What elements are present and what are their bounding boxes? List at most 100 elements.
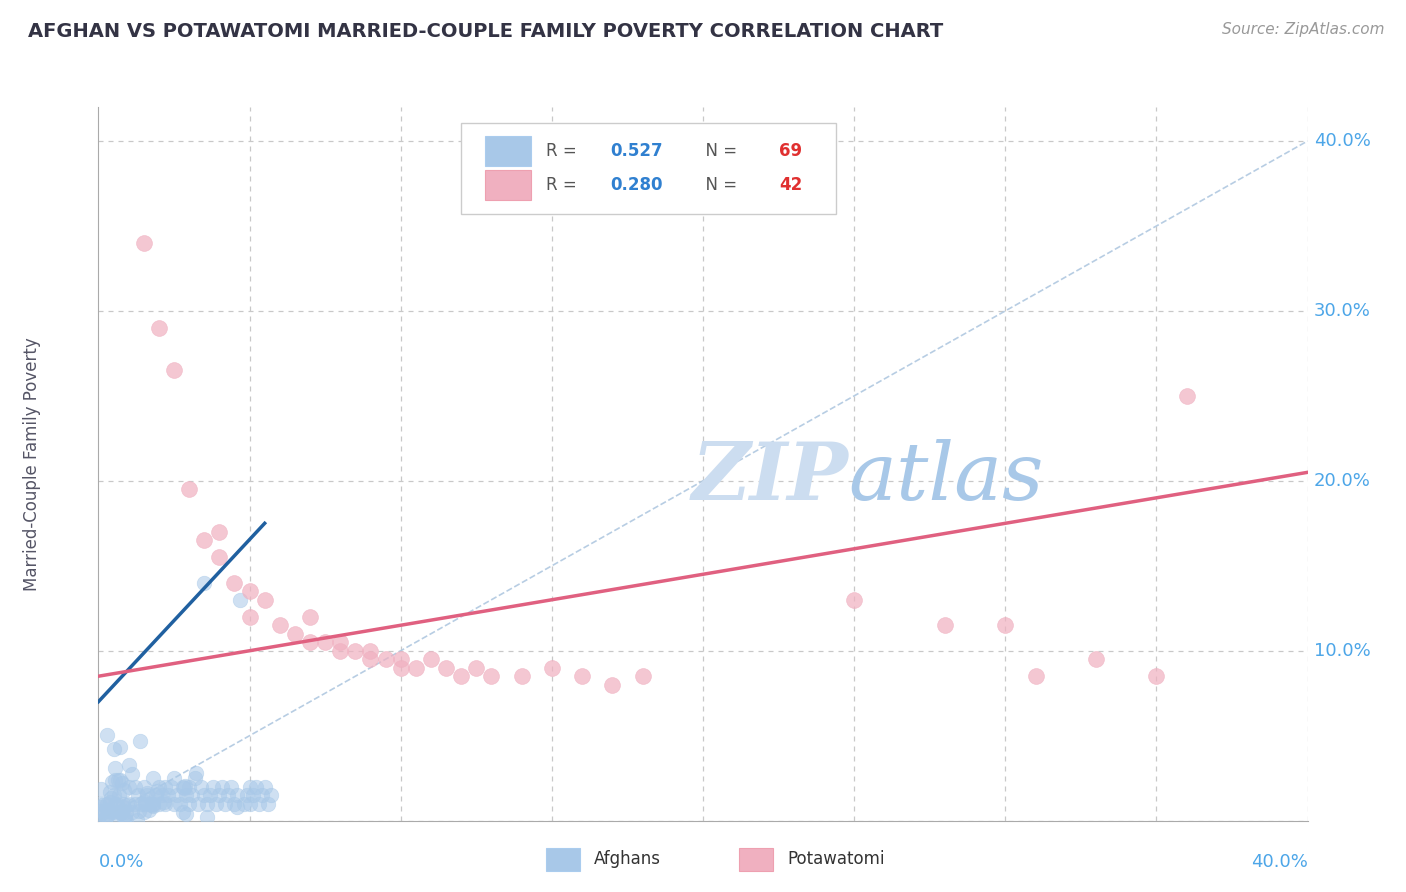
Point bbox=[177, 483, 201, 497]
Point bbox=[110, 772, 132, 787]
Text: atlas: atlas bbox=[848, 440, 1043, 516]
Point bbox=[87, 814, 110, 828]
Point bbox=[96, 809, 118, 823]
Point bbox=[205, 797, 228, 811]
Point bbox=[226, 788, 249, 802]
Point bbox=[202, 780, 225, 794]
Point bbox=[110, 805, 132, 819]
Point bbox=[104, 812, 127, 826]
Point bbox=[256, 797, 278, 811]
Point bbox=[190, 780, 212, 794]
Point bbox=[540, 661, 562, 675]
Point bbox=[602, 678, 624, 692]
Point bbox=[184, 765, 207, 780]
Point bbox=[111, 797, 134, 811]
Point bbox=[103, 788, 125, 802]
Point bbox=[121, 805, 143, 819]
Point bbox=[174, 788, 197, 802]
Point bbox=[172, 805, 194, 819]
Point bbox=[132, 780, 155, 794]
Point bbox=[90, 814, 112, 828]
Point bbox=[260, 788, 283, 802]
Point bbox=[208, 788, 231, 802]
Text: 0.0%: 0.0% bbox=[98, 853, 143, 871]
Point bbox=[127, 788, 149, 802]
Point bbox=[121, 766, 143, 780]
Point bbox=[193, 575, 215, 590]
Point bbox=[111, 775, 134, 789]
Point bbox=[142, 797, 165, 811]
Point bbox=[1024, 669, 1046, 683]
Point bbox=[195, 797, 218, 811]
Point bbox=[510, 669, 533, 683]
Point bbox=[214, 797, 236, 811]
Point bbox=[172, 780, 194, 794]
Text: ZIP: ZIP bbox=[692, 440, 848, 516]
Point bbox=[344, 644, 367, 658]
Point bbox=[104, 798, 127, 813]
Point bbox=[1144, 669, 1167, 683]
Point bbox=[163, 771, 186, 785]
Point bbox=[193, 788, 215, 802]
Point bbox=[242, 788, 264, 802]
Point bbox=[132, 235, 155, 250]
Point bbox=[193, 533, 215, 548]
Point bbox=[128, 804, 150, 818]
Point bbox=[239, 797, 262, 811]
Text: R =: R = bbox=[546, 176, 582, 194]
Point bbox=[239, 609, 262, 624]
Point bbox=[93, 805, 115, 819]
Point bbox=[118, 780, 141, 794]
Point bbox=[481, 669, 503, 683]
Point bbox=[211, 780, 233, 794]
Point bbox=[111, 800, 134, 814]
Bar bbox=[740, 847, 773, 871]
Point bbox=[160, 780, 183, 794]
Point bbox=[208, 550, 231, 565]
Point bbox=[134, 795, 156, 809]
Point bbox=[225, 800, 247, 814]
Point bbox=[98, 785, 121, 799]
Point bbox=[104, 773, 127, 788]
Point bbox=[247, 797, 270, 811]
Point bbox=[115, 814, 138, 828]
Point bbox=[110, 805, 132, 820]
Point bbox=[105, 797, 128, 811]
Point bbox=[112, 811, 135, 825]
Text: N =: N = bbox=[695, 176, 742, 194]
Point bbox=[221, 780, 243, 794]
Point bbox=[173, 781, 195, 796]
Point bbox=[181, 788, 204, 802]
Point bbox=[389, 661, 412, 675]
Point bbox=[224, 575, 246, 590]
Point bbox=[329, 644, 352, 658]
Point bbox=[389, 652, 412, 666]
Point bbox=[127, 813, 149, 827]
Point bbox=[124, 780, 146, 794]
Point bbox=[200, 788, 222, 802]
Text: 40.0%: 40.0% bbox=[1251, 853, 1308, 871]
Point bbox=[97, 804, 120, 818]
Point bbox=[118, 797, 141, 811]
Point bbox=[136, 786, 159, 800]
Point bbox=[187, 797, 209, 811]
Text: Afghans: Afghans bbox=[595, 850, 661, 868]
Point bbox=[239, 780, 262, 794]
Text: 0.280: 0.280 bbox=[610, 176, 662, 194]
Point bbox=[90, 782, 112, 797]
Point bbox=[174, 806, 197, 821]
Point bbox=[89, 797, 111, 812]
Point bbox=[108, 788, 131, 802]
Point bbox=[153, 780, 176, 794]
FancyBboxPatch shape bbox=[461, 123, 837, 214]
Text: Married-Couple Family Poverty: Married-Couple Family Poverty bbox=[22, 337, 41, 591]
Point bbox=[145, 788, 167, 802]
Point bbox=[1085, 652, 1108, 666]
Bar bbox=[485, 169, 531, 200]
Point bbox=[94, 809, 117, 823]
Point bbox=[174, 779, 197, 793]
Point bbox=[108, 805, 131, 819]
Point bbox=[134, 797, 156, 812]
Point bbox=[166, 788, 188, 802]
Text: N =: N = bbox=[695, 143, 742, 161]
